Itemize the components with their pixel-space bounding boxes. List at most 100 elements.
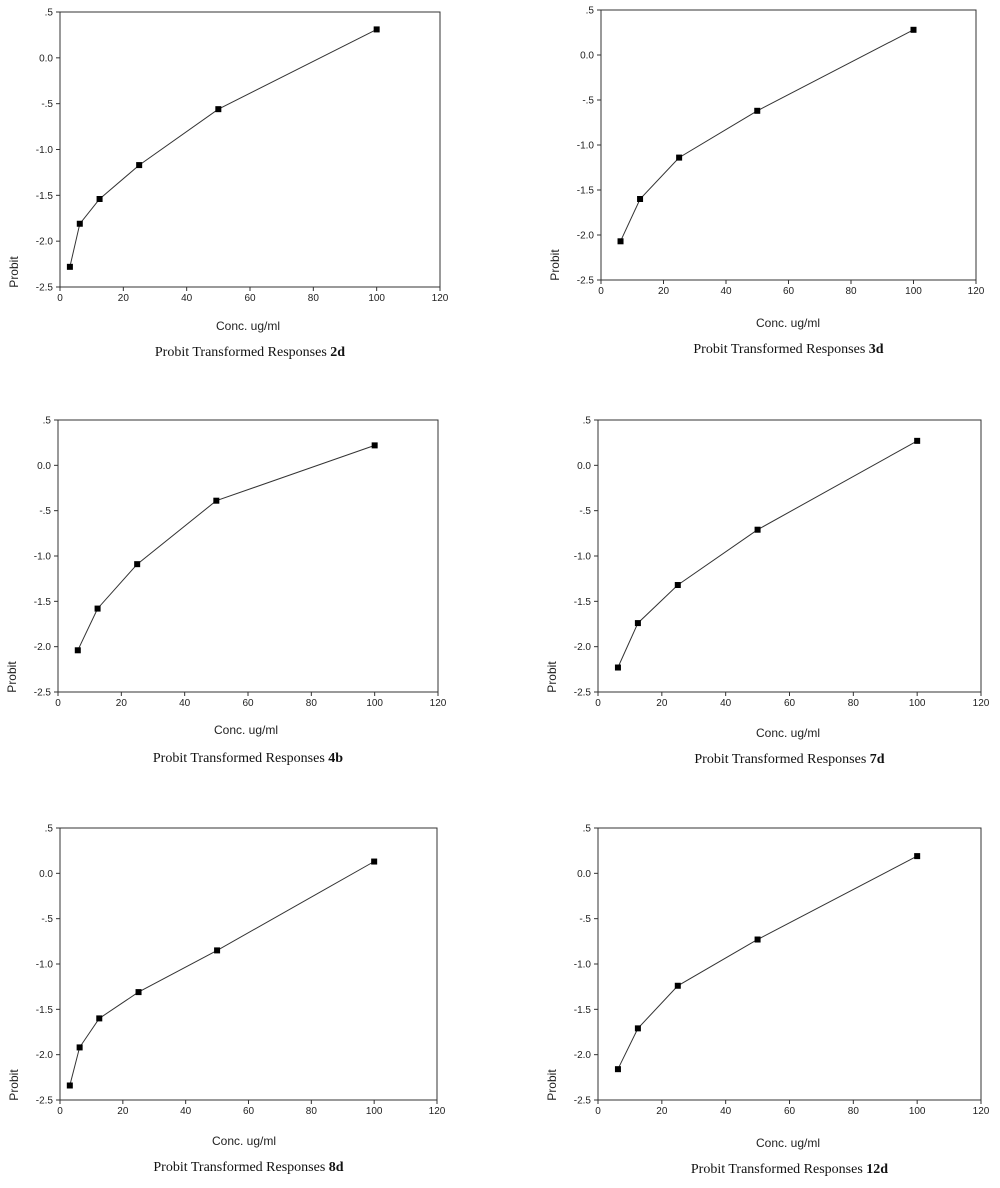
x-tick-label: 100 bbox=[366, 698, 383, 709]
y-tick-label: 0.0 bbox=[580, 51, 594, 62]
data-point bbox=[371, 858, 378, 865]
y-tick-label: .5 bbox=[583, 824, 592, 835]
y-tick-label: -1.5 bbox=[36, 1005, 54, 1016]
y-tick-label: -.5 bbox=[39, 506, 51, 517]
y-tick-label: -2.0 bbox=[574, 1050, 592, 1061]
x-tick-label: 40 bbox=[179, 698, 191, 709]
y-axis-label: Probit bbox=[545, 661, 559, 693]
data-point bbox=[76, 220, 83, 227]
data-point bbox=[614, 1066, 621, 1073]
data-point bbox=[373, 26, 380, 33]
data-point bbox=[910, 26, 917, 33]
y-tick-label: -1.5 bbox=[34, 597, 52, 608]
caption-prefix: Probit Transformed Responses bbox=[155, 345, 330, 360]
x-tick-label: 100 bbox=[909, 1106, 926, 1117]
data-point bbox=[215, 106, 222, 113]
x-tick-label: 0 bbox=[57, 293, 63, 304]
y-tick-label: -1.0 bbox=[34, 552, 52, 563]
y-tick-label: -.5 bbox=[41, 914, 53, 925]
y-axis-label: Probit bbox=[548, 249, 562, 281]
data-point bbox=[637, 196, 644, 202]
y-tick-label: -2.5 bbox=[34, 688, 52, 699]
x-tick-label: 60 bbox=[244, 293, 256, 304]
chart-8d: .5 0.0 -.5 -1.0 -1.5 -2.0 -2.50 20 40 60 80 100 120 P… bbox=[7, 824, 446, 1176]
y-tick-label: .5 bbox=[45, 8, 54, 19]
data-point bbox=[674, 582, 681, 589]
y-tick-label: -2.0 bbox=[574, 642, 592, 653]
data-point bbox=[135, 989, 142, 996]
x-tick-label: 20 bbox=[118, 293, 130, 304]
caption-prefix: Probit Transformed Responses bbox=[153, 1160, 328, 1175]
x-tick-label: 0 bbox=[595, 1106, 601, 1117]
x-tick-label: 60 bbox=[784, 698, 796, 709]
y-tick-label: .5 bbox=[43, 416, 52, 427]
x-tick-label: 120 bbox=[432, 293, 449, 304]
caption-compound-id: 12d bbox=[866, 1162, 888, 1177]
caption-compound-id: 4b bbox=[328, 751, 343, 766]
plot-frame bbox=[59, 827, 438, 1101]
x-tick-label: 60 bbox=[242, 698, 254, 709]
x-tick-label: 100 bbox=[366, 1106, 383, 1117]
data-point bbox=[96, 1015, 103, 1022]
chart-7d: .5 0.0 -.5 -1.0 -1.5 -2.0 -2.50 20 40 60 80 100 120 P… bbox=[545, 416, 990, 768]
y-axis-label: Probit bbox=[7, 1069, 21, 1101]
y-tick-label: 0.0 bbox=[577, 461, 591, 472]
y-tick-label: -1.0 bbox=[36, 960, 54, 971]
x-tick-label: 40 bbox=[180, 1106, 192, 1117]
y-tick-label: -1.5 bbox=[577, 186, 595, 197]
data-point bbox=[66, 263, 73, 270]
x-tick-label: 120 bbox=[973, 1106, 990, 1117]
y-tick-label: 0.0 bbox=[39, 869, 53, 880]
y-tick-label: -2.5 bbox=[36, 1096, 54, 1107]
plot-frame bbox=[597, 419, 982, 693]
x-tick-label: 100 bbox=[905, 286, 922, 297]
x-tick-label: 120 bbox=[429, 1106, 446, 1117]
x-axis-label: Conc. ug/ml bbox=[214, 723, 278, 737]
caption-compound-id: 7d bbox=[870, 752, 885, 767]
caption-prefix: Probit Transformed Responses bbox=[693, 342, 868, 357]
data-point bbox=[94, 605, 101, 612]
y-tick-label: .5 bbox=[45, 824, 54, 835]
x-axis-label: Conc. ug/ml bbox=[212, 1134, 276, 1148]
x-tick-label: 80 bbox=[308, 293, 320, 304]
chart-caption: Probit Transformed Responses 4b bbox=[153, 751, 343, 766]
data-point bbox=[754, 936, 761, 943]
caption-prefix: Probit Transformed Responses bbox=[153, 751, 328, 766]
chart-caption: Probit Transformed Responses 3d bbox=[693, 342, 883, 357]
data-point bbox=[914, 853, 921, 860]
chart-12d: .5 0.0 -.5 -1.0 -1.5 -2.0 -2.50 20 40 60 80 100 120 P… bbox=[545, 824, 990, 1178]
x-tick-label: 20 bbox=[658, 286, 670, 297]
data-point bbox=[213, 497, 220, 504]
x-axis-label: Conc. ug/ml bbox=[756, 1136, 820, 1150]
y-tick-label: -2.5 bbox=[36, 283, 54, 294]
x-tick-label: 20 bbox=[656, 1106, 668, 1117]
data-point bbox=[676, 154, 683, 161]
y-tick-label: -2.0 bbox=[34, 642, 52, 653]
x-tick-label: 0 bbox=[598, 286, 604, 297]
data-point bbox=[617, 238, 624, 245]
x-tick-label: 60 bbox=[243, 1106, 255, 1117]
chart-caption: Probit Transformed Responses 8d bbox=[153, 1160, 343, 1175]
y-tick-label: -2.5 bbox=[577, 276, 595, 287]
y-tick-label: .5 bbox=[583, 416, 592, 427]
x-tick-label: 100 bbox=[909, 698, 926, 709]
x-tick-label: 40 bbox=[720, 1106, 732, 1117]
y-tick-label: 0.0 bbox=[37, 461, 51, 472]
caption-prefix: Probit Transformed Responses bbox=[691, 1162, 866, 1177]
data-point bbox=[136, 162, 143, 169]
x-tick-label: 0 bbox=[55, 698, 61, 709]
x-tick-label: 60 bbox=[783, 286, 795, 297]
y-axis-label: Probit bbox=[545, 1069, 559, 1101]
x-tick-label: 20 bbox=[116, 698, 128, 709]
x-tick-label: 100 bbox=[368, 293, 385, 304]
series-line bbox=[69, 861, 375, 1086]
plot-frame bbox=[57, 419, 439, 693]
plot-frame bbox=[597, 827, 982, 1101]
y-tick-label: -.5 bbox=[579, 506, 591, 517]
plot-frame bbox=[600, 9, 977, 281]
y-tick-label: -2.5 bbox=[574, 688, 592, 699]
y-tick-label: -2.5 bbox=[574, 1096, 592, 1107]
x-axis-label: Conc. ug/ml bbox=[756, 316, 820, 330]
y-tick-label: -1.5 bbox=[574, 1005, 592, 1016]
y-tick-label: -1.5 bbox=[36, 191, 54, 202]
